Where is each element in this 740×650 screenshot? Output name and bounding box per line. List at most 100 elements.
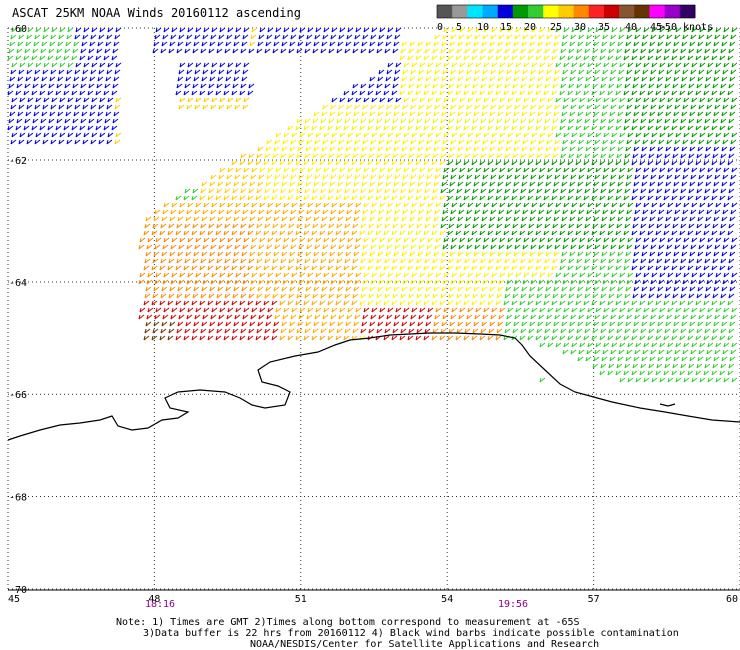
wind-barb [227,237,234,243]
wind-barb [531,27,538,33]
wind-barb [567,160,574,166]
wind-barb [559,300,566,306]
wind-barb [179,272,186,278]
wind-barb [176,293,183,299]
wind-barb [353,216,360,222]
wind-barb [399,230,406,236]
wind-barb [434,69,441,75]
wind-barb [351,160,358,166]
wind-barb [719,160,726,166]
wind-barb [521,41,528,47]
wind-barb [619,132,626,138]
wind-barb [456,293,463,299]
wind-barb [407,195,414,201]
wind-barb [727,55,734,61]
wind-barb [482,34,489,40]
wind-barb [459,27,466,33]
wind-barb [344,188,351,194]
wind-barb [491,237,498,243]
wind-barb [706,209,713,215]
wind-barb [375,265,382,271]
wind-barb [583,125,590,131]
wind-barb [387,307,394,313]
wind-barb [587,62,594,68]
wind-barb [351,230,358,236]
wind-barb [231,300,238,306]
wind-barb [626,69,633,75]
wind-barb [603,97,610,103]
wind-barb [81,41,88,47]
wind-barb [243,97,250,103]
wind-barb [682,104,689,110]
wind-barb [401,321,408,327]
wind-barb [579,97,586,103]
wind-barb [191,230,198,236]
wind-barb [687,195,694,201]
wind-barb [75,27,82,33]
wind-barb [240,328,247,334]
wind-barb [699,97,706,103]
wind-barb [473,216,480,222]
wind-barb [216,293,223,299]
wind-barb [176,328,183,334]
wind-barb [440,83,447,89]
wind-barb [355,202,362,208]
wind-barb [675,167,682,173]
wind-barb [312,293,319,299]
wind-barb [417,286,424,292]
wind-barb [289,41,296,47]
wind-barb [35,27,42,33]
wind-barb [511,90,518,96]
wind-barb [209,41,216,47]
wind-barb [683,97,690,103]
wind-barb [585,41,592,47]
wind-barb [530,314,537,320]
wind-barb [202,314,209,320]
wind-barb [112,118,119,124]
wind-barb [483,27,490,33]
wind-barb [699,342,706,348]
wind-barb [466,69,473,75]
wind-barb [451,272,458,278]
wind-barb [199,265,206,271]
wind-barb [433,41,440,47]
wind-barb [673,216,680,222]
wind-barb [41,41,48,47]
wind-barb [624,258,631,264]
wind-barb [691,272,698,278]
wind-barb [515,132,522,138]
wind-barb [273,146,280,152]
wind-barb [403,237,410,243]
wind-barb [376,293,383,299]
wind-barb [424,293,431,299]
wind-barb [186,34,193,40]
wind-barb [335,160,342,166]
wind-barb [711,160,718,166]
wind-barb [298,174,305,180]
wind-barb [202,244,209,250]
wind-barb [336,293,343,299]
wind-barb [266,279,273,285]
wind-barb [713,356,720,362]
wind-barb [681,41,688,47]
wind-barb [75,132,82,138]
wind-barb [303,125,310,131]
wind-barb [401,76,408,82]
wind-barb [546,314,553,320]
wind-barb [330,34,337,40]
wind-barb [98,139,105,145]
wind-barb [321,251,328,257]
wind-barb [440,223,447,229]
wind-barb [546,34,553,40]
wind-barb [512,223,519,229]
wind-barb [275,307,282,313]
wind-barb [207,195,214,201]
wind-barb [168,328,175,334]
wind-barb [634,174,641,180]
wind-barb [538,139,545,145]
wind-barb [352,328,359,334]
wind-barb [337,181,344,187]
wind-barb [609,216,616,222]
wind-barb [730,349,737,355]
wind-barb [626,244,633,250]
